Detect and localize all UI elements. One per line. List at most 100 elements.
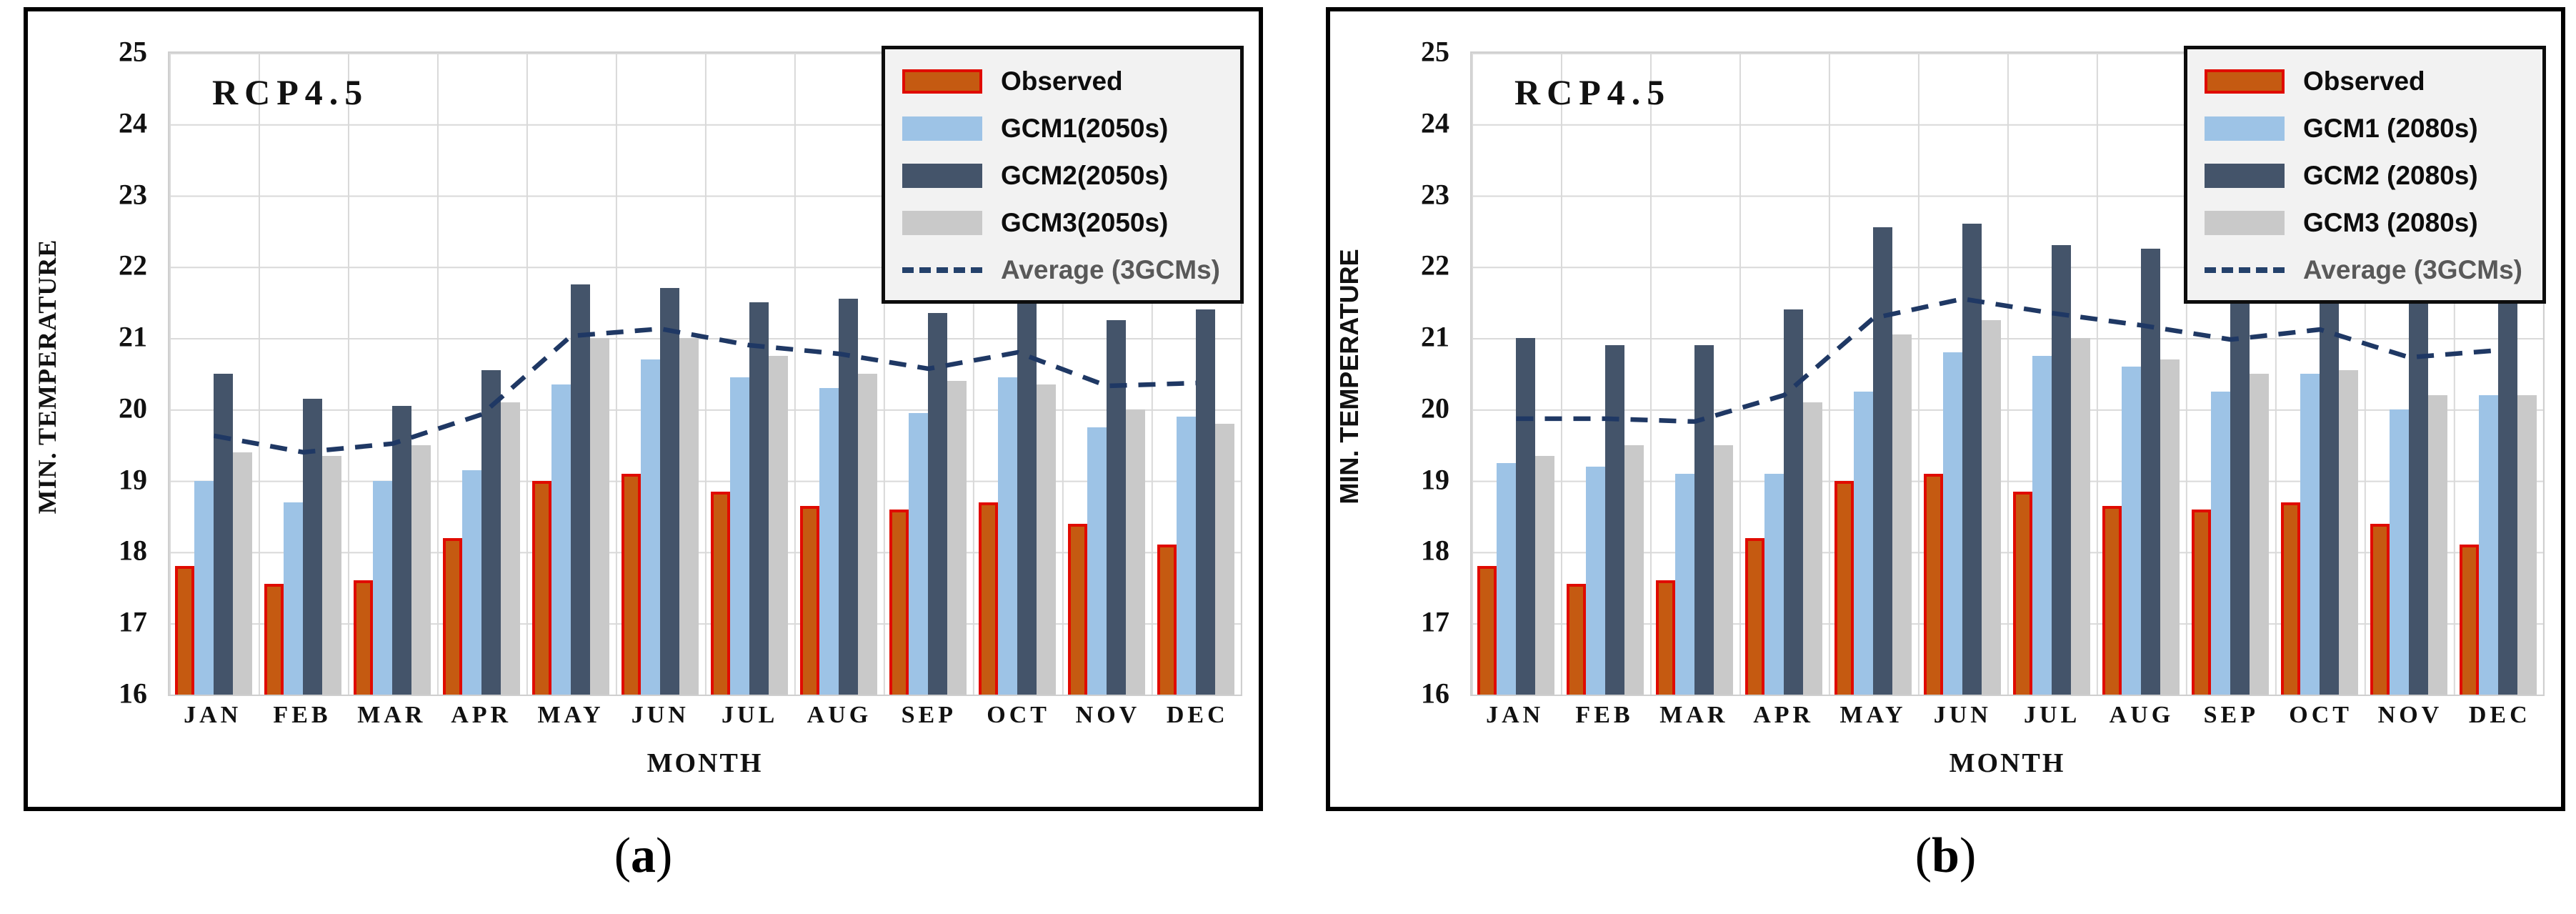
bar-gcm2-oct: [1017, 295, 1037, 695]
y-tick-label: 16: [119, 677, 147, 710]
legend-swatch-gcm3: [2204, 210, 2285, 235]
legend-item-gcm2: GCM2(2050s): [902, 155, 1220, 196]
bar-gcm2-jul: [2052, 245, 2072, 695]
legend-label: Observed: [1000, 66, 1123, 96]
bar-group-dec: [1152, 53, 1241, 695]
bar-gcm3-oct: [2339, 370, 2359, 695]
bar-observed-mar: [1656, 580, 1676, 695]
bar-gcm3-oct: [1037, 384, 1057, 695]
bar-observed-dec: [2460, 545, 2480, 695]
bar-gcm2-mar: [392, 405, 412, 695]
x-tick-nov: NOV: [2377, 702, 2443, 728]
bar-group-apr: [437, 53, 526, 695]
legend-swatch-observed: [902, 69, 982, 94]
y-tick-label: 17: [119, 605, 147, 638]
bar-group-nov: [2365, 53, 2454, 695]
bar-gcm2-sep: [928, 313, 948, 695]
bar-gcm2-mar: [1694, 345, 1714, 695]
bar-group-oct: [2275, 53, 2365, 695]
bar-observed-jul: [2013, 491, 2033, 695]
bar-group-dec: [2454, 53, 2543, 695]
x-axis-title: MONTH: [1949, 748, 2066, 778]
bar-group-jan: [169, 53, 259, 695]
legend-label: GCM2 (2080s): [2302, 160, 2478, 190]
bar-gcm1-aug: [2122, 367, 2142, 695]
y-tick-label: 20: [119, 392, 147, 424]
y-tick-label: 24: [119, 106, 147, 139]
bar-observed-jun: [621, 473, 641, 695]
bar-observed-feb: [1567, 584, 1587, 695]
average-line-layer: [1516, 296, 2499, 424]
bar-gcm1-apr: [462, 470, 482, 695]
bar-gcm3-feb: [322, 455, 342, 695]
bar-group-sep: [884, 53, 973, 695]
x-tick-oct: OCT: [987, 702, 1050, 728]
x-tick-feb: FEB: [273, 702, 331, 728]
bar-group-jul: [2007, 53, 2097, 695]
bar-gcm3-jul: [769, 356, 789, 695]
bar-group-nov: [1062, 53, 1152, 695]
bar-series-container: [169, 53, 1241, 695]
average-line: [213, 326, 1197, 455]
bar-group-mar: [348, 53, 437, 695]
bar-gcm2-aug: [839, 299, 859, 695]
bar-gcm1-sep: [2211, 391, 2231, 695]
bar-gcm1-oct: [2300, 374, 2320, 695]
y-tick-label: 21: [119, 320, 147, 353]
legend-item-gcm2: GCM2 (2080s): [2204, 155, 2522, 196]
y-tick-label: 20: [1421, 392, 1449, 424]
bar-gcm2-jul: [749, 302, 769, 695]
x-tick-sep: SEP: [901, 702, 957, 728]
legend-swatch-gcm2: [2204, 163, 2285, 188]
y-tick-label: 18: [1421, 534, 1449, 567]
x-tick-jun: JUN: [1933, 702, 1992, 728]
bar-group-feb: [259, 53, 348, 695]
legend: Observed GCM1 (2080s) GCM2 (2080s) GCM3 (20…: [2183, 46, 2546, 304]
scenario-label: RCP4.5: [212, 72, 369, 112]
bar-observed-jan: [175, 566, 195, 695]
bar-gcm1-nov: [2390, 409, 2410, 695]
bar-observed-sep: [2192, 509, 2212, 695]
bar-gcm1-feb: [1586, 466, 1606, 695]
bar-gcm3-apr: [501, 402, 521, 695]
bar-observed-jan: [1477, 566, 1497, 695]
bar-gcm3-sep: [2250, 374, 2270, 695]
bar-gcm3-sep: [947, 380, 967, 695]
chart-panel-b: MIN. TEMPERATURE 25 24 23 22 21 20 19 18 17 16 RC…: [1326, 7, 2565, 811]
bar-gcm2-feb: [1605, 345, 1625, 695]
panels-row: MIN. TEMPERATURE 25 24 23 22 21 20 19 18 17 16 RC…: [24, 7, 2565, 811]
bar-group-oct: [973, 53, 1062, 695]
bar-gcm1-oct: [998, 377, 1018, 695]
captions-row: (a) (b): [24, 828, 2565, 885]
legend: Observed GCM1(2050s) GCM2(2050s) GCM3(2050s…: [881, 46, 1244, 304]
bar-group-mar: [1650, 53, 1739, 695]
bar-observed-mar: [354, 580, 374, 695]
bar-gcm3-apr: [1803, 402, 1823, 695]
average-line: [1516, 296, 2499, 424]
bar-gcm1-dec: [1177, 416, 1197, 695]
y-axis-ticks: 25 24 23 22 21 20 19 18 17 16: [1330, 36, 1462, 710]
x-tick-apr: APR: [1753, 702, 1814, 728]
x-tick-mar: MAR: [1659, 702, 1729, 728]
bar-gcm1-mar: [1675, 473, 1695, 695]
bar-gcm3-dec: [2517, 394, 2537, 695]
bar-gcm2-oct: [2320, 245, 2340, 695]
x-tick-sep: SEP: [2203, 702, 2259, 728]
bar-group-jul: [705, 53, 794, 695]
bar-gcm3-aug: [2160, 359, 2180, 695]
bar-gcm2-may: [1873, 227, 1893, 695]
bar-series-container: [1472, 53, 2543, 695]
x-tick-aug: AUG: [807, 702, 872, 728]
legend-item-gcm3: GCM3(2050s): [902, 202, 1220, 243]
legend-item-average: Average (3GCMs): [902, 249, 1220, 290]
legend-swatch-average: [902, 267, 982, 273]
bar-observed-oct: [2281, 502, 2301, 695]
bar-gcm3-mar: [411, 444, 431, 695]
legend-swatch-observed: [2204, 69, 2285, 94]
x-axis-ticks: JAN FEB MAR APR MAY JUN JUL AUG SEP OCT NOV DEC: [168, 702, 1242, 729]
bar-gcm3-aug: [858, 374, 878, 695]
bar-gcm3-mar: [1714, 444, 1734, 695]
caption-paren: ): [656, 828, 673, 883]
y-axis-ticks: 25 24 23 22 21 20 19 18 17 16: [28, 36, 160, 710]
